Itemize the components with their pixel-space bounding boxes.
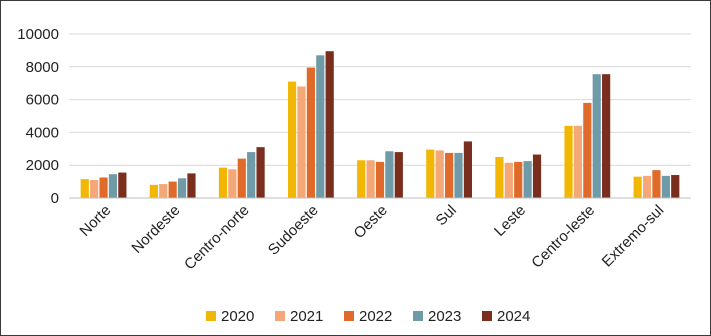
y-tick-label: 8000 [26, 59, 59, 76]
bar-2023-centro-norte [247, 152, 256, 198]
y-tick-label: 4000 [26, 124, 59, 141]
bar-2022-leste [514, 161, 523, 198]
bar-2021-leste [504, 162, 513, 198]
bar-2021-centro-leste [573, 125, 583, 198]
bar-2020-centro-leste [564, 125, 573, 198]
bar-2022-sudoeste [306, 67, 315, 199]
legend-label: 2021 [290, 308, 323, 325]
y-tick-label: 6000 [26, 92, 59, 109]
bar-2023-nordeste [177, 178, 187, 198]
bar-2023-leste [523, 161, 532, 198]
legend-swatch [482, 311, 492, 321]
bar-2020-centro-norte [218, 167, 228, 198]
y-tick-label: 10000 [17, 26, 59, 43]
bar-2024-leste [532, 154, 542, 198]
bar-2023-centro-leste [592, 74, 601, 198]
category-label: Centro-norte [181, 202, 253, 274]
y-tick-label: 0 [51, 190, 59, 207]
bar-2021-sudoeste [297, 86, 306, 198]
bar-2020-sul [426, 149, 435, 198]
bar-2021-nordeste [159, 184, 168, 198]
category-label: Extremo-sul [599, 202, 668, 271]
bar-2020-nordeste [149, 184, 158, 198]
y-axis-ticks: 0 2000 4000 6000 8000 10000 [17, 26, 59, 207]
legend-label: 2023 [428, 308, 461, 325]
bar-2020-sudoeste [287, 81, 297, 198]
bar-2024-extremo-sul [671, 175, 680, 198]
bar-2024-sul [463, 141, 473, 198]
bar-2022-norte [99, 177, 108, 198]
bar-2022-extremo-sul [652, 170, 661, 198]
legend-label: 2022 [359, 308, 392, 325]
bar-2021-oeste [366, 160, 375, 198]
legend: 2020 2021 2022 2023 2024 [206, 308, 530, 325]
bar-2023-norte [108, 174, 118, 198]
bar-2020-leste [495, 157, 504, 198]
bar-2023-extremo-sul [661, 175, 670, 198]
legend-swatch [413, 311, 423, 321]
legend-swatch [206, 311, 216, 321]
legend-swatch [275, 311, 285, 321]
bar-2021-norte [90, 179, 99, 198]
legend-label: 2024 [497, 308, 530, 325]
bar-2024-sudoeste [325, 51, 334, 198]
category-label: Sudoeste [265, 202, 322, 259]
bars [80, 51, 680, 199]
category-label: Norte [76, 202, 114, 240]
bar-2022-centro-leste [583, 102, 592, 198]
bar-2022-oeste [375, 161, 385, 198]
bar-2020-norte [80, 179, 89, 198]
bar-2024-centro-leste [602, 74, 611, 198]
bar-2022-sul [445, 152, 454, 198]
bar-2021-sul [435, 150, 444, 198]
category-label: Oeste [351, 202, 391, 242]
bar-2022-nordeste [168, 181, 177, 198]
bar-2024-nordeste [187, 173, 196, 198]
category-label: Sul [433, 202, 460, 229]
bar-2023-oeste [385, 151, 394, 198]
bar-2023-sudoeste [316, 55, 325, 198]
legend-label: 2020 [221, 308, 254, 325]
category-label: Leste [491, 202, 529, 240]
category-label: Nordeste [128, 202, 183, 257]
bar-2021-centro-norte [228, 169, 237, 198]
bar-2024-norte [118, 172, 127, 198]
y-tick-label: 2000 [26, 157, 59, 174]
bar-2024-oeste [394, 152, 403, 198]
bar-2022-centro-norte [237, 158, 246, 198]
legend-swatch [344, 311, 354, 321]
bar-2020-oeste [357, 160, 366, 198]
bar-2023-sul [454, 152, 463, 198]
bar-2021-extremo-sul [642, 175, 652, 198]
bar-2020-extremo-sul [633, 176, 642, 198]
category-label: Centro-leste [528, 202, 598, 272]
bar-2024-centro-norte [256, 147, 265, 198]
